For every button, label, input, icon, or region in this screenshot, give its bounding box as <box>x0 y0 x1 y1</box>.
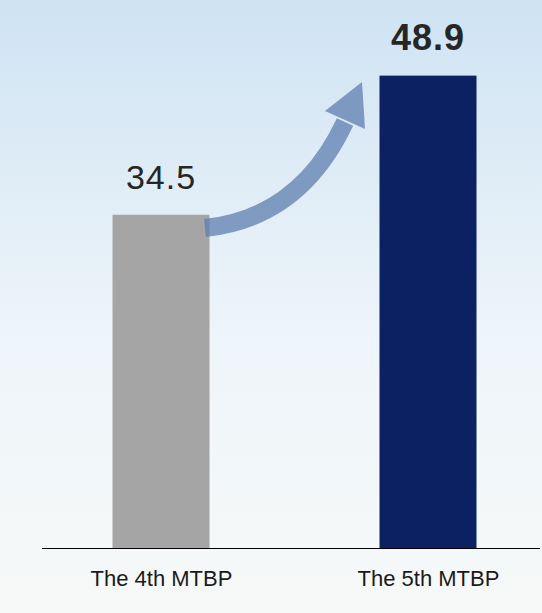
arrow <box>205 82 365 228</box>
tick-label: The 4th MTBP <box>91 566 233 591</box>
baseline <box>42 548 540 549</box>
arrow-head <box>325 82 365 129</box>
data-label: 34.5 <box>126 158 196 196</box>
arrow-shaft <box>205 122 345 228</box>
data-labels: 34.5 48.9 <box>126 17 465 196</box>
background <box>0 0 542 613</box>
chart: The 4th MTBP The 5th MTBP 34.5 48.9 <box>0 0 542 613</box>
bar <box>113 215 210 548</box>
x-axis: The 4th MTBP The 5th MTBP <box>42 549 540 591</box>
tick-label: The 5th MTBP <box>358 566 500 591</box>
data-label: 48.9 <box>391 17 465 58</box>
bar <box>380 76 477 548</box>
tick: The 4th MTBP <box>91 566 233 591</box>
bars <box>113 76 477 548</box>
tick: The 5th MTBP <box>358 566 500 591</box>
